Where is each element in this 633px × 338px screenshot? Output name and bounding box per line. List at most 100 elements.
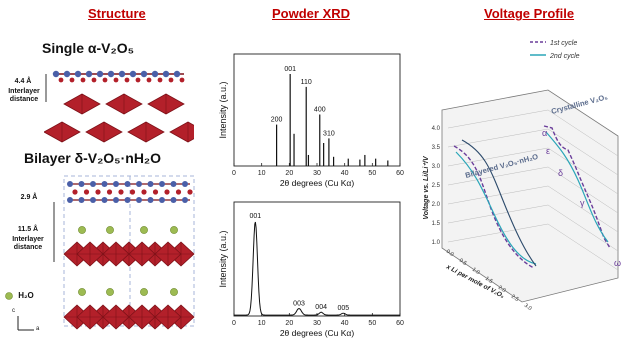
diffraction-curve [234, 221, 400, 316]
phase-label: ε [546, 146, 550, 156]
x-tick-label: 20 [285, 320, 293, 327]
water-molecule [78, 226, 86, 234]
oxygen-atom [78, 197, 85, 203]
bilayer-spacing-label-2: distance [13, 244, 43, 251]
oxygen-atom [159, 197, 165, 203]
single-oxygen-atoms [52, 70, 185, 83]
peak-label: 005 [337, 305, 349, 312]
oxygen-atom [101, 197, 108, 203]
x-tick-label: 20 [285, 170, 293, 177]
x-tick-label: 0 [232, 170, 236, 177]
oxygen-atom [78, 181, 85, 187]
vanadium-atom [124, 77, 130, 83]
x-tick-label: 1.0 [471, 267, 481, 276]
vanadium-atom [157, 77, 163, 83]
single-spacing-label-1: Interlayer [8, 88, 40, 95]
water-molecules [78, 226, 178, 296]
oxygen-atom [170, 181, 177, 187]
single-octahedra [44, 93, 194, 143]
peak-label: 004 [315, 304, 327, 311]
vanadium-atom [135, 77, 141, 83]
axis-c-label: c [12, 308, 15, 314]
voltage-y-label: Voltage vs. Li/Li⁺/V [423, 155, 430, 220]
vanadium-atom [164, 189, 170, 195]
vanadium-atom [106, 189, 113, 195]
oxygen-atom [67, 181, 73, 187]
vanadium-atom [102, 77, 108, 83]
y-tick-label: 1.0 [432, 240, 441, 246]
bilayer-structure [53, 175, 195, 330]
bilayer-top-layer [67, 181, 193, 203]
oxygen-atom [107, 70, 115, 78]
peak-label: 110 [301, 79, 312, 86]
oxygen-atom [124, 181, 131, 187]
vanadium-atom [95, 189, 101, 195]
vanadium-atom [187, 189, 193, 195]
vanadium-atom [129, 189, 136, 195]
voltage-grid [447, 109, 619, 271]
oxygen-atom [118, 70, 126, 78]
x-axis-label: 2θ degrees (Cu Kα) [280, 328, 355, 338]
y-tick-label: 2.0 [432, 202, 441, 208]
y-tick-label: 2.5 [432, 183, 441, 189]
oxygen-atom [182, 181, 188, 187]
oxygen-atom [147, 197, 154, 203]
x-tick-label: 60 [396, 170, 404, 177]
x-tick-label: 2.0 [497, 285, 507, 294]
single-structure-title: Single α-V₂O₅ [42, 40, 135, 56]
bilayer-spacing-value: 11.5 Å [17, 226, 39, 233]
bilayer-charge-curve [461, 139, 537, 267]
vanadium-atom [146, 77, 152, 83]
oxygen-atom [136, 181, 142, 187]
oxygen-atom [74, 70, 82, 78]
water-molecule [140, 288, 148, 296]
bilayer-1st-cycle-curve [453, 145, 535, 269]
oxygen-atom [159, 181, 165, 187]
bilayer-structure-title: Bilayer δ-V₂O₅·nH₂O [24, 150, 162, 166]
oxygen-atom [129, 70, 137, 78]
water-legend-dot [5, 292, 13, 300]
phase-label: γ [580, 198, 585, 208]
crystalline-1st-cycle-curve [543, 125, 611, 249]
water-molecule [106, 288, 114, 296]
legend-1st-cycle: 1st cycle [550, 40, 577, 47]
x-tick-label: 40 [341, 320, 349, 327]
vanadium-atom [141, 189, 147, 195]
bilayer-small-spacing: 2.9 Å [20, 194, 38, 201]
peak-label: 310 [323, 130, 335, 137]
oxygen-atom [67, 197, 73, 203]
oxygen-atom [113, 181, 119, 187]
x-tick-label: 50 [368, 170, 376, 177]
water-molecule [106, 226, 114, 234]
x-tick-label: 1.5 [484, 276, 494, 285]
water-legend-label: H₂O [18, 291, 34, 300]
vanadium-atom [175, 189, 182, 195]
bilayer-2nd-cycle-curve [455, 151, 537, 265]
x-tick-label: 60 [396, 320, 404, 327]
x-tick-label: 40 [341, 170, 349, 177]
axis-a-label: a [36, 326, 40, 332]
peak-label: 200 [271, 117, 283, 124]
voltage-profile-chart: 4.03.53.02.52.01.51.00.00.51.01.52.02.53… [423, 40, 621, 312]
x-tick-label: 10 [258, 320, 266, 327]
oxygen-atom [124, 197, 131, 203]
x-tick-label: 30 [313, 170, 321, 177]
vanadium-atom [72, 189, 78, 195]
oxygen-atom [170, 197, 177, 203]
axis-indicator [17, 316, 34, 331]
water-molecule [170, 226, 178, 234]
vanadium-atom [80, 77, 86, 83]
x-axis-label: 2θ degrees (Cu Kα) [280, 178, 355, 188]
vanadium-atom [58, 77, 64, 83]
oxygen-atom [96, 70, 104, 78]
x-tick-label: 50 [368, 320, 376, 327]
oxygen-atom [136, 197, 142, 203]
xrd-title: Powder XRD [272, 6, 351, 21]
oxygen-atom [52, 70, 60, 78]
vanadium-atom [168, 77, 174, 83]
y-tick-label: 3.5 [432, 145, 441, 151]
oxygen-atom [162, 70, 170, 78]
x-tick-label: 10 [258, 170, 266, 177]
oxygen-atom [147, 181, 154, 187]
voltage-title: Voltage Profile [484, 6, 575, 21]
